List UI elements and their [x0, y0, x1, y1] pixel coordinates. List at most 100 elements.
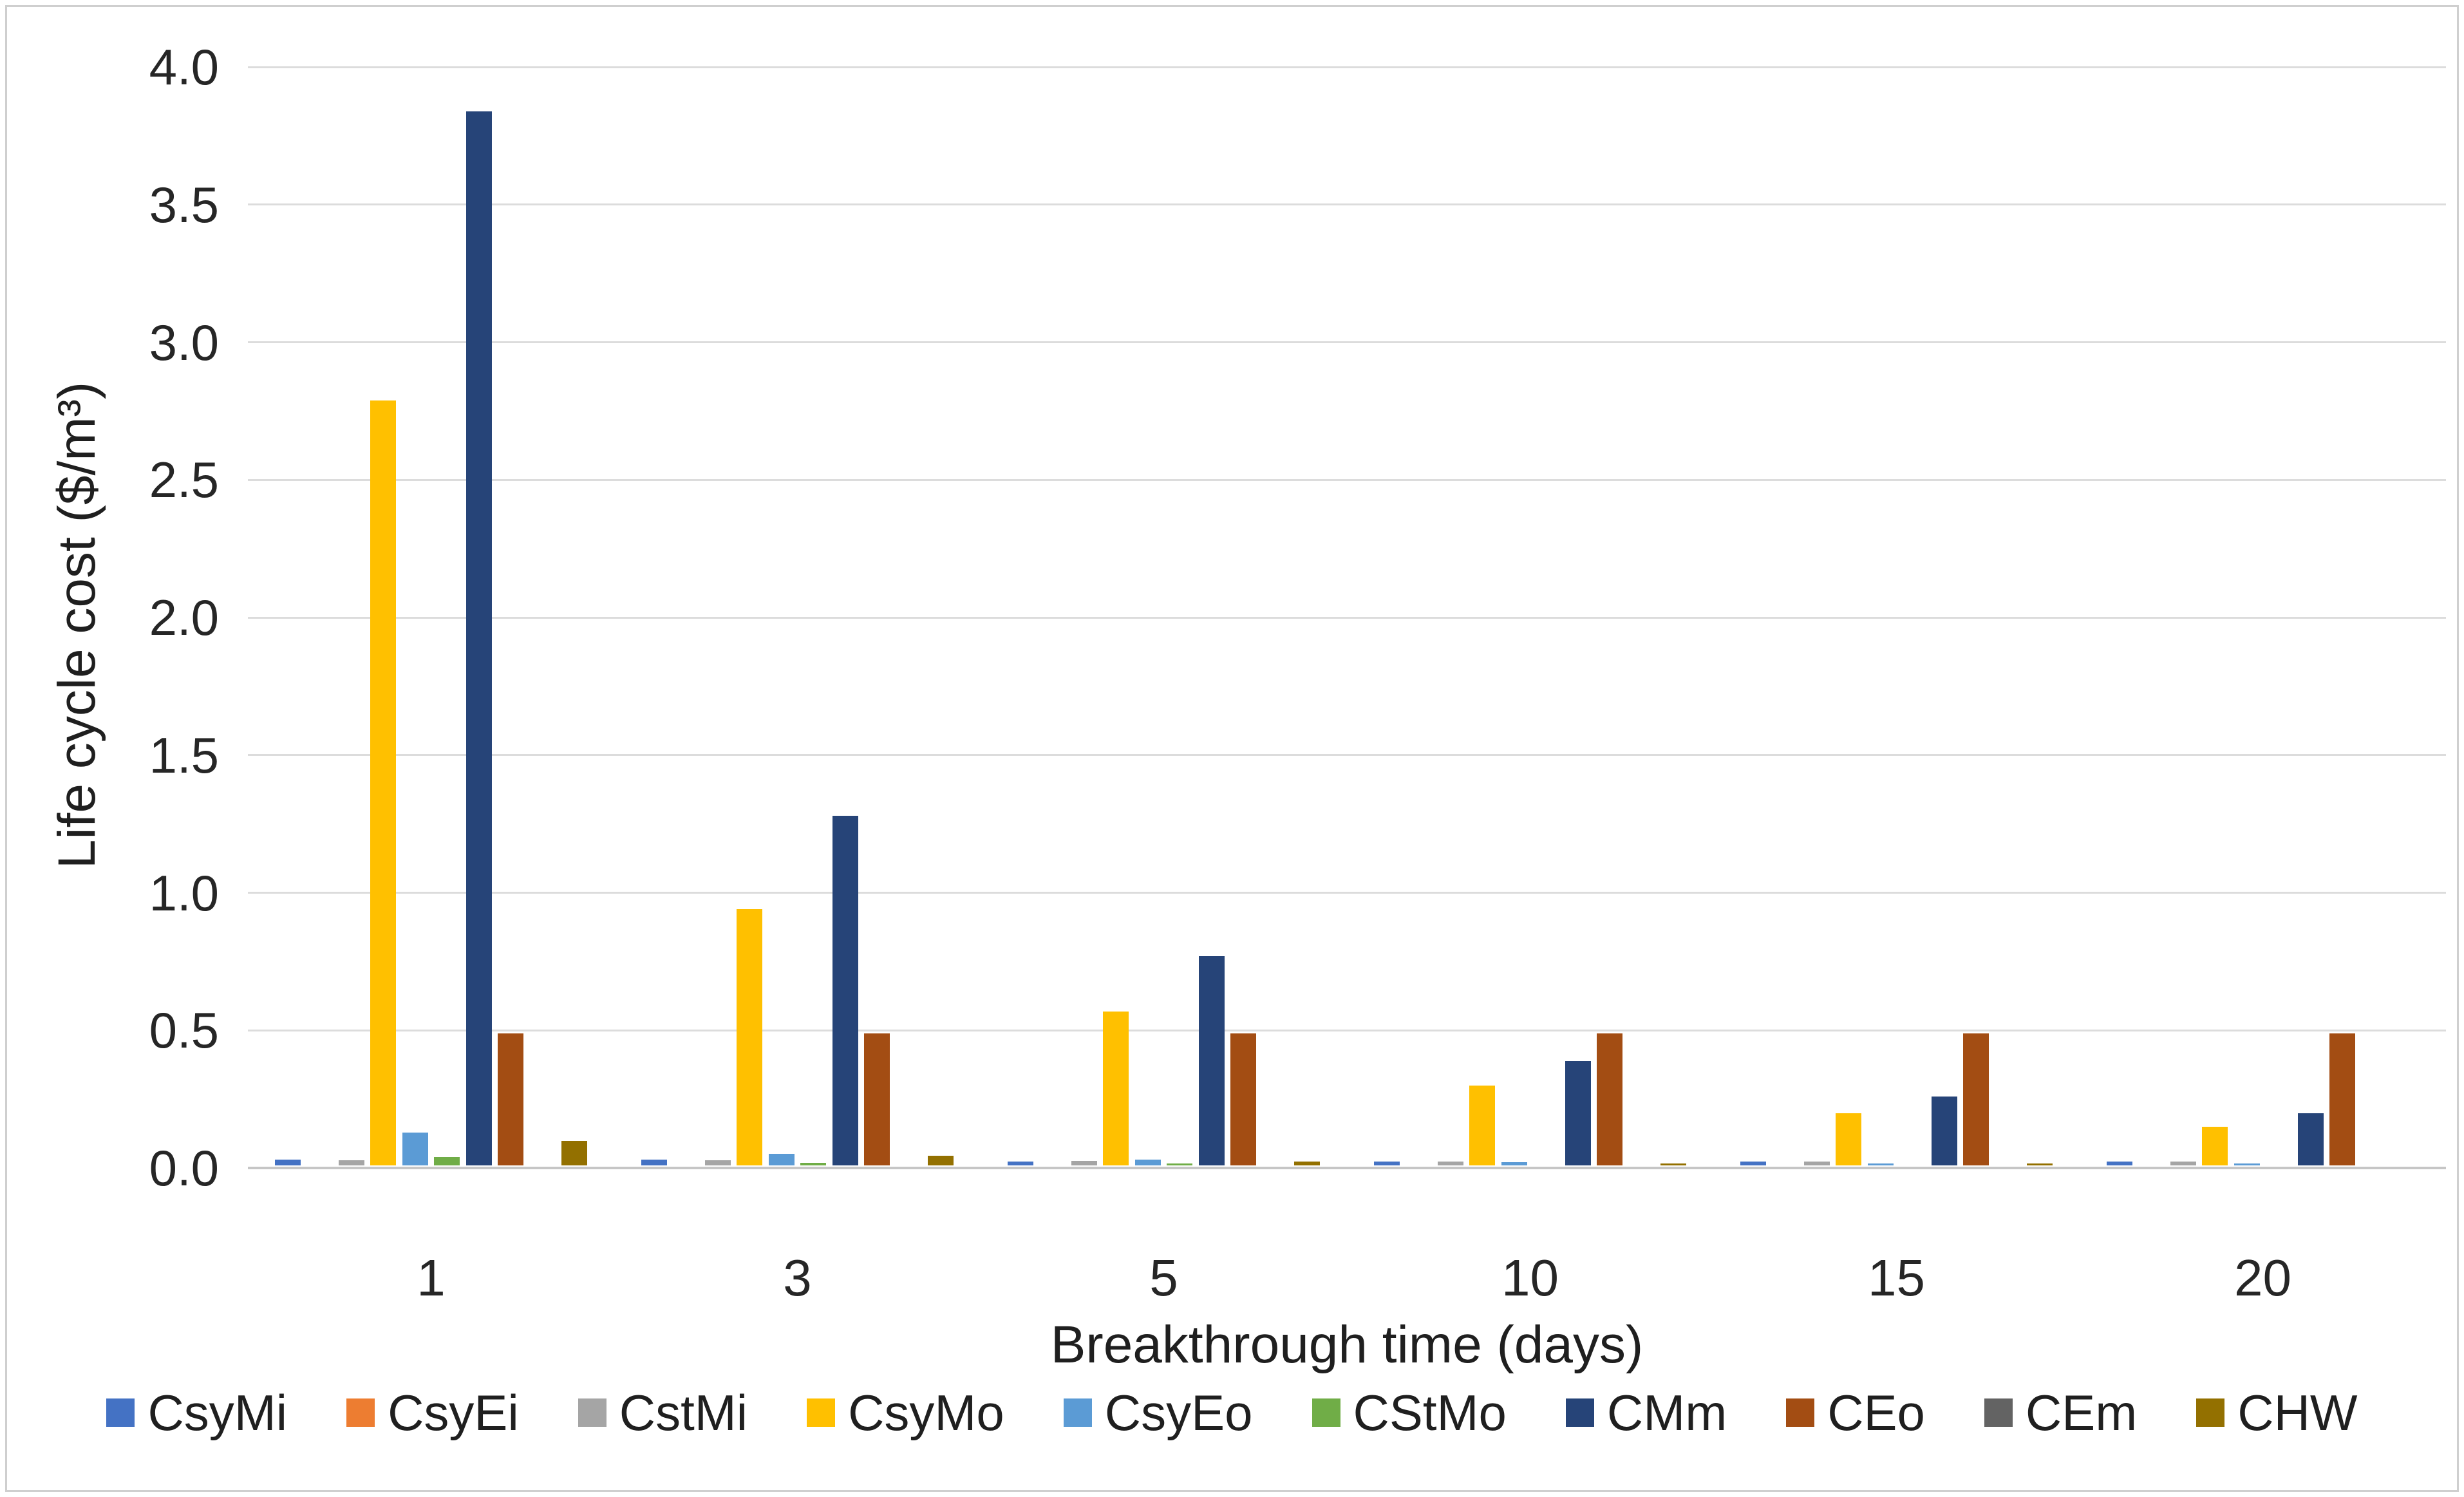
y-axis-tick-label: 3.5	[149, 176, 219, 233]
bar-CsyMo-20	[2202, 1127, 2228, 1165]
legend-label: CsyMi	[147, 1384, 288, 1441]
legend-label: CEm	[2025, 1384, 2138, 1441]
bar-CsyMo-5	[1103, 1012, 1129, 1165]
bar-CstMi-20	[2170, 1162, 2196, 1165]
y-axis-tick-label: 2.0	[149, 589, 219, 646]
bar-CsyMi-3	[641, 1160, 667, 1165]
legend-item-CEo: CEo	[1786, 1388, 1925, 1438]
bar-CsyEo-20	[2234, 1163, 2260, 1165]
gridline-y-2.0	[248, 616, 2446, 619]
x-axis-title: Breakthrough time (days)	[1050, 1315, 1644, 1374]
legend-item-CsyMo: CsyMo	[807, 1388, 1004, 1438]
legend-label: CEo	[1827, 1384, 1925, 1441]
y-axis-tick-label: 0.5	[149, 1002, 219, 1059]
x-axis-tick-label: 3	[783, 1249, 812, 1306]
bar-CstMi-5	[1071, 1161, 1097, 1165]
bar-CstMi-10	[1437, 1162, 1463, 1165]
legend-item-CsyEi: CsyEi	[346, 1388, 519, 1438]
bar-CEo-3	[864, 1033, 890, 1165]
legend-item-CEm: CEm	[1984, 1388, 2137, 1438]
legend-swatch-CsyEi	[346, 1398, 375, 1427]
legend-swatch-CEm	[1984, 1398, 2013, 1427]
legend-label: CsyEi	[388, 1384, 519, 1441]
legend-item-CMm: CMm	[1565, 1384, 1727, 1441]
legend-label: CsyEo	[1104, 1384, 1253, 1441]
bar-CHW-1	[561, 1141, 588, 1165]
bar-CsyMi-5	[1007, 1162, 1033, 1165]
gridline-y-2.5	[248, 478, 2446, 481]
legend-swatch-CStMo	[1312, 1398, 1340, 1427]
bar-CsyMo-15	[1836, 1113, 1862, 1165]
x-axis-tick-label: 1	[417, 1249, 446, 1306]
x-axis-tick-label: 10	[1501, 1249, 1559, 1306]
bar-CsyEo-3	[768, 1154, 795, 1165]
bar-CsyMi-1	[274, 1160, 301, 1165]
legend-item-CsyEo: CsyEo	[1063, 1384, 1253, 1441]
legend-label: CstMi	[619, 1384, 748, 1441]
gridline-y-3.5	[248, 203, 2446, 206]
bar-CMm-15	[1931, 1097, 1957, 1165]
legend-label: CsyMo	[848, 1384, 1004, 1441]
gridline-y-1.5	[248, 754, 2446, 757]
legend: CsyMi CsyEi CstMi CsyMo CsyEo CStMo CMm CEo CEm C…	[0, 1388, 2464, 1438]
bar-CStMo-1	[434, 1157, 460, 1165]
bar-CsyMi-10	[1373, 1162, 1400, 1165]
bar-CsyMo-3	[737, 909, 763, 1165]
legend-swatch-CsyEo	[1063, 1398, 1092, 1427]
x-axis-tick-label: 15	[1868, 1249, 1925, 1306]
bar-CEo-20	[2329, 1033, 2356, 1165]
bar-CsyMo-1	[370, 400, 397, 1165]
legend-swatch-CsyMo	[807, 1398, 836, 1427]
bar-CsyMi-20	[2106, 1162, 2132, 1165]
y-axis-tick-label: 1.0	[149, 864, 219, 921]
legend-swatch-CstMi	[578, 1398, 607, 1427]
bar-CEo-10	[1597, 1033, 1623, 1165]
bar-CsyEo-5	[1134, 1160, 1161, 1165]
y-axis-tick-label: 1.5	[149, 726, 219, 784]
legend-item-CStMo: CStMo	[1312, 1388, 1507, 1438]
gridline-y-0.5	[248, 1029, 2446, 1031]
legend-label: CHW	[2237, 1384, 2358, 1441]
gridline-y-4.0	[248, 66, 2446, 68]
bar-CEo-1	[498, 1033, 524, 1165]
chart-frame-border	[5, 5, 2459, 1492]
legend-item-CHW: CHW	[2196, 1384, 2358, 1441]
legend-item-CsyMi: CsyMi	[106, 1388, 287, 1438]
bar-CMm-20	[2297, 1113, 2324, 1165]
bar-CsyEo-15	[1867, 1163, 1894, 1165]
bar-CMm-3	[832, 816, 858, 1165]
y-axis-tick-label: 3.0	[149, 314, 219, 371]
bar-CHW-10	[1660, 1163, 1687, 1165]
bar-CHW-15	[2027, 1163, 2053, 1165]
bar-CStMo-3	[800, 1163, 827, 1165]
bar-CMm-1	[466, 111, 492, 1165]
x-axis-tick-label: 5	[1149, 1249, 1178, 1306]
legend-label: CMm	[1606, 1384, 1727, 1441]
bar-CMm-10	[1565, 1061, 1591, 1165]
legend-label: CStMo	[1353, 1384, 1507, 1441]
legend-swatch-CMm	[1565, 1398, 1594, 1427]
plot-area	[248, 66, 2446, 1169]
bar-CsyEo-10	[1501, 1162, 1527, 1165]
bar-CsyMo-10	[1469, 1086, 1496, 1165]
y-axis-tick-label: 0.0	[149, 1140, 219, 1196]
bar-CsyMi-15	[1740, 1162, 1766, 1165]
bar-CHW-5	[1294, 1162, 1321, 1165]
legend-swatch-CHW	[2196, 1398, 2225, 1427]
bar-CMm-5	[1198, 956, 1225, 1165]
y-axis-tick-label: 4.0	[149, 39, 219, 95]
bar-CstMi-15	[1803, 1162, 1830, 1165]
bar-CstMi-3	[704, 1160, 731, 1165]
gridline-y-3.0	[248, 341, 2446, 343]
bar-CsyEo-1	[402, 1133, 428, 1165]
legend-item-CstMi: CstMi	[578, 1388, 748, 1438]
x-axis-line	[248, 1167, 2446, 1169]
bar-CstMi-1	[338, 1160, 364, 1165]
bar-CEo-5	[1230, 1033, 1257, 1165]
gridline-y-1.0	[248, 892, 2446, 894]
bar-CHW-3	[928, 1156, 954, 1165]
bar-CEo-15	[1963, 1033, 1989, 1165]
x-axis-tick-label: 20	[2234, 1249, 2291, 1306]
bar-CStMo-5	[1167, 1163, 1193, 1165]
